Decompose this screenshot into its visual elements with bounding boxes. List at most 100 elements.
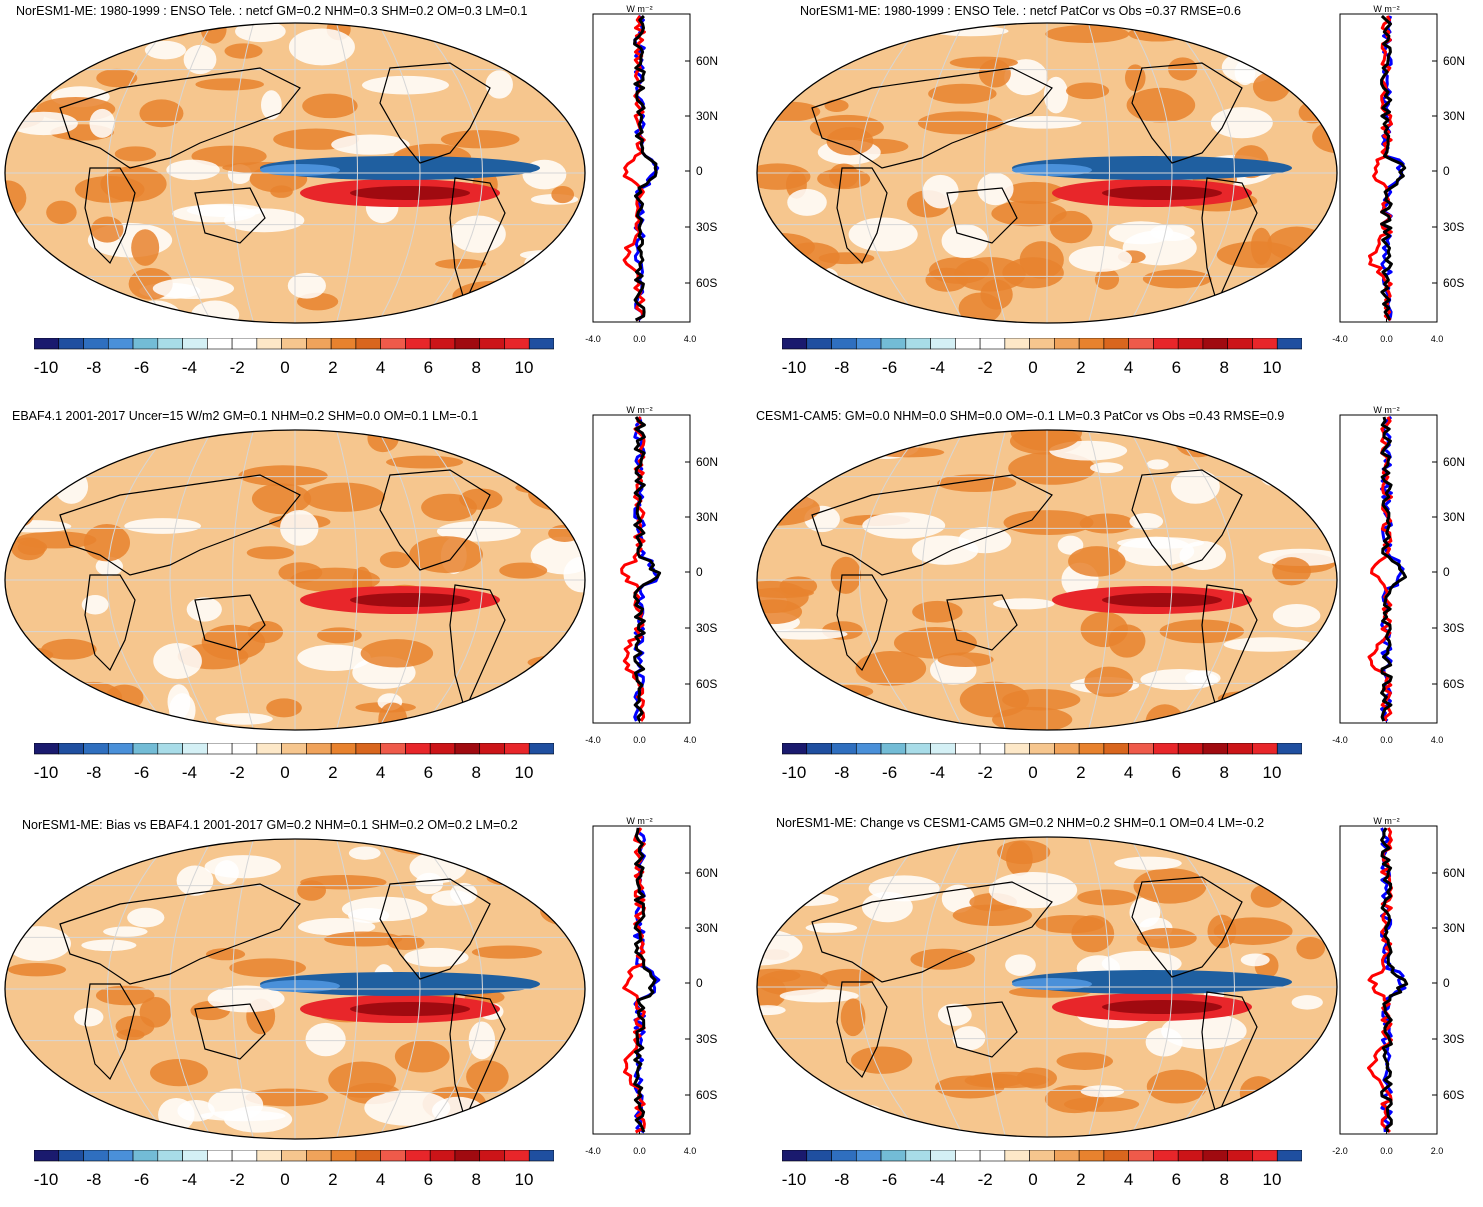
colorbar-label: -8	[834, 763, 849, 782]
colorbar-swatch	[528, 743, 554, 755]
coastline	[1201, 177, 1258, 305]
lat-tick-label: 30S	[696, 1032, 717, 1046]
colorbar-swatch	[157, 743, 183, 755]
coastline	[1131, 62, 1243, 164]
x-tick-label: 2.0	[1431, 1146, 1444, 1156]
map-title: CESM1-CAM5: GM=0.0 NHM=0.0 SHM=0.0 OM=-0…	[756, 409, 1285, 423]
colorbar-label: -4	[182, 763, 197, 782]
colorbar-swatch	[182, 338, 208, 350]
lat-tick-label: 60N	[696, 866, 718, 880]
profile-unit: W m⁻²	[1373, 4, 1399, 14]
colorbar-label: -8	[86, 1170, 101, 1189]
profile-series	[1380, 14, 1407, 321]
colorbar: -10 -8 -6 -4 -2 0 2 4 6 8 10	[34, 743, 554, 782]
colorbar-swatch	[1078, 338, 1105, 350]
colorbar-swatch	[355, 1150, 381, 1162]
lat-tick-label: 60N	[1443, 54, 1465, 68]
colorbar-swatch	[330, 743, 357, 755]
colorbar-swatch	[955, 1150, 981, 1162]
colorbar-label: -4	[930, 763, 945, 782]
colorbar-swatch	[1004, 338, 1030, 350]
colorbar-label: -8	[86, 358, 101, 377]
colorbar-swatch	[1276, 743, 1302, 755]
colorbar-label: 10	[1263, 358, 1282, 377]
colorbar-label: 0	[1028, 1170, 1037, 1189]
colorbar-label: 2	[328, 1170, 337, 1189]
lat-tick-label: 0	[1443, 565, 1450, 579]
coastline	[1201, 584, 1258, 712]
colorbar-label: 2	[328, 358, 337, 377]
colorbar-swatch	[905, 743, 931, 755]
lat-tick-label: 30S	[1443, 220, 1464, 234]
colorbar-swatch	[979, 1150, 1006, 1162]
colorbar-swatch	[1252, 338, 1278, 350]
colorbar-swatch	[405, 338, 431, 350]
coastline	[449, 993, 506, 1121]
colorbar-swatch	[34, 1150, 60, 1162]
colorbar-swatch	[831, 1150, 857, 1162]
equatorial-anomaly	[1012, 156, 1292, 180]
colorbar-swatch	[905, 338, 931, 350]
profile-series	[633, 416, 662, 722]
lat-tick-label: 30S	[696, 220, 717, 234]
x-tick-label: -2.0	[1332, 1146, 1348, 1156]
colorbar-swatch	[955, 338, 981, 350]
colorbar-swatch	[1153, 743, 1179, 755]
colorbar-swatch	[1128, 338, 1154, 350]
colorbar-swatch	[1252, 1150, 1278, 1162]
x-tick-label: 4.0	[684, 1146, 697, 1156]
colorbar-swatch	[281, 338, 307, 350]
lat-tick-label: 60S	[696, 1088, 717, 1102]
colorbar-label: 10	[515, 763, 534, 782]
colorbar-label: 0	[280, 358, 289, 377]
colorbar-swatch	[528, 1150, 554, 1162]
colorbar-swatch	[855, 338, 882, 350]
lat-tick-label: 0	[696, 164, 703, 178]
colorbar-swatch	[1103, 338, 1129, 350]
colorbar-swatch	[1029, 743, 1055, 755]
lat-tick-label: 30N	[696, 510, 718, 524]
colorbar-swatch	[1004, 743, 1030, 755]
colorbar-label: 6	[1172, 1170, 1181, 1189]
colorbar-label: 2	[1076, 358, 1085, 377]
colorbar-label: -2	[978, 763, 993, 782]
lat-tick-label: 30S	[696, 621, 717, 635]
profile-frame	[592, 414, 691, 724]
colorbar-swatch	[1202, 1150, 1229, 1162]
zonal-profile: W m⁻² 60N 30N 0 30S 60S -4.0 0.0 4.0	[585, 405, 718, 745]
coastline	[946, 594, 1018, 651]
colorbar-label: 8	[1219, 763, 1228, 782]
panel-5: NorESM1-ME: Bias vs EBAF4.1 2001-2017 GM…	[0, 812, 741, 1207]
colorbar-swatch	[132, 1150, 159, 1162]
coastline	[836, 574, 888, 672]
profile-frame	[592, 825, 691, 1135]
lat-tick-label: 60S	[1443, 1088, 1464, 1102]
colorbar-label: 10	[515, 358, 534, 377]
profile-unit: W m⁻²	[1373, 405, 1399, 415]
panel-6: NorESM1-ME: Change vs CESM1-CAM5 GM=0.2 …	[742, 812, 1483, 1207]
colorbar-swatch	[58, 338, 84, 350]
coastline	[449, 177, 506, 305]
colorbar-swatch	[429, 743, 456, 755]
colorbar-swatch	[1054, 338, 1080, 350]
coastline	[59, 474, 301, 576]
world-map	[756, 836, 1338, 1138]
colorbar-swatch	[979, 743, 1006, 755]
colorbar-label: -2	[230, 358, 245, 377]
colorbar-swatch	[231, 743, 258, 755]
colorbar-swatch	[782, 338, 808, 350]
lat-tick-label: 0	[1443, 976, 1450, 990]
colorbar-swatch	[34, 338, 60, 350]
coastline	[811, 881, 1053, 983]
colorbar-label: -6	[134, 358, 149, 377]
lat-tick-label: 0	[696, 565, 703, 579]
colorbar-swatch	[1128, 1150, 1154, 1162]
colorbar-label: 8	[471, 358, 480, 377]
equatorial-anomaly	[260, 156, 540, 180]
colorbar-swatch	[281, 1150, 307, 1162]
coastline	[811, 67, 1053, 169]
colorbar-label: -4	[930, 1170, 945, 1189]
colorbar-swatch	[880, 338, 907, 350]
colorbar-label: -2	[978, 1170, 993, 1189]
colorbar-swatch	[831, 338, 857, 350]
